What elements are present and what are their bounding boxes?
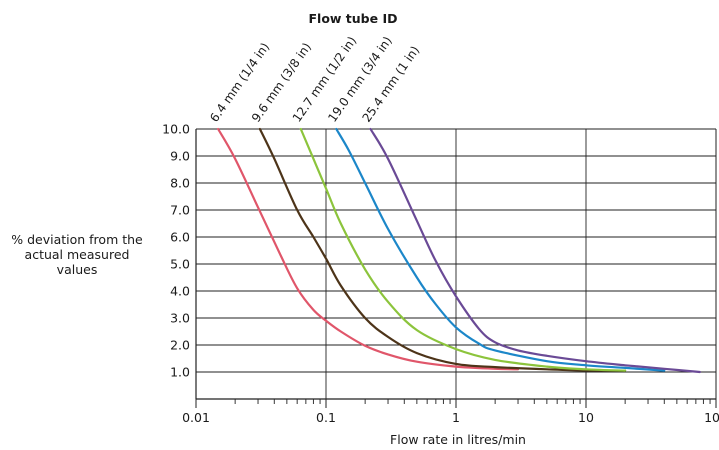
series-labels: 6.4 mm (1/4 in)9.6 mm (3/8 in)12.7 mm (1… xyxy=(207,34,422,125)
chart-title: Flow tube ID xyxy=(309,11,398,26)
series-line xyxy=(217,127,520,371)
series-line xyxy=(369,127,701,374)
y-tick-label: 5.0 xyxy=(170,257,190,272)
y-axis-label-line-1: % deviation from the xyxy=(11,232,143,247)
grid xyxy=(196,128,716,399)
y-tick-label: 1.0 xyxy=(170,365,190,380)
y-tick-label: 4.0 xyxy=(170,284,190,299)
y-tick-label: 2.0 xyxy=(170,338,190,353)
series-line xyxy=(299,127,627,372)
x-tick-label: 1 xyxy=(452,410,460,425)
y-tick-label: 10.0 xyxy=(162,122,190,137)
series-label: 19.0 mm (3/4 in) xyxy=(325,34,394,125)
series-line xyxy=(258,127,627,372)
series-lines xyxy=(217,127,701,374)
y-tick-label: 7.0 xyxy=(170,203,190,218)
y-tick-label: 3.0 xyxy=(170,311,190,326)
x-tick-label: 0.1 xyxy=(316,410,336,425)
x-tick-label: 0.01 xyxy=(182,410,210,425)
y-axis-label-line-2: actual measured xyxy=(24,247,130,262)
y-axis-label-line-3: values xyxy=(56,262,98,277)
x-tick-label: 100 xyxy=(704,410,719,425)
y-tick-label: 9.0 xyxy=(170,149,190,164)
x-axis-ticks: 0.01 0.1 1 10 100 xyxy=(182,399,719,425)
y-axis-label: % deviation from the actual measured val… xyxy=(4,232,150,277)
y-axis-ticks: 1.0 2.0 3.0 4.0 5.0 6.0 7.0 8.0 9.0 10.0 xyxy=(162,122,190,380)
y-tick-label: 8.0 xyxy=(170,176,190,191)
series-line xyxy=(335,127,666,372)
x-axis-label: Flow rate in litres/min xyxy=(390,432,526,447)
y-tick-label: 6.0 xyxy=(170,230,190,245)
x-tick-label: 10 xyxy=(578,410,594,425)
